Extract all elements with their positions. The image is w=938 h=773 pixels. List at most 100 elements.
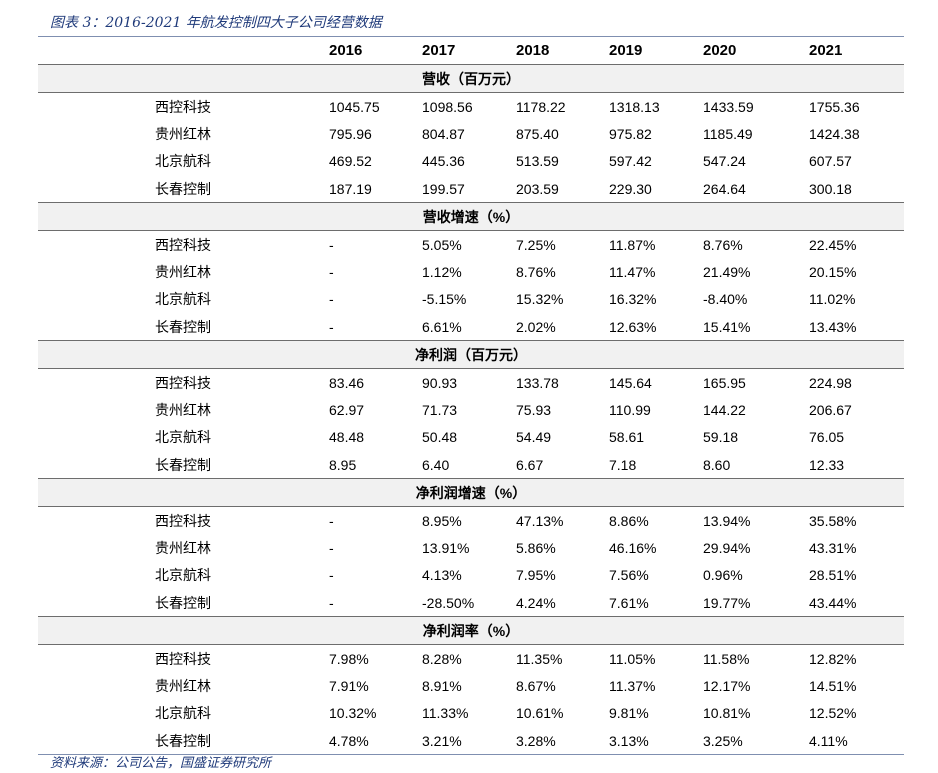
value-cell-2019: 11.87% [609, 236, 656, 253]
value-cell-2020: 59.18 [703, 429, 739, 446]
value-cell-2018: 15.32% [516, 291, 564, 308]
section-header-row: 净利润率（%） [38, 616, 904, 645]
value-cell-2018: 7.25% [516, 236, 556, 253]
value-cell-2020: 8.76% [703, 236, 743, 253]
value-cell-2020: 144.22 [703, 401, 746, 418]
figure-caption: 图表 3：2016-2021 年航发控制四大子公司经营数据 [50, 15, 382, 31]
value-cell-2016: 1045.75 [329, 98, 380, 115]
value-cell-2017: 6.40 [422, 456, 450, 473]
value-cell-2018: 11.35% [516, 650, 563, 667]
value-cell-2017: 3.21% [422, 732, 462, 749]
table-section: 净利润增速（%） 西控科技 - 8.95% 47.13% 8.86% 13.94% 35.58… [38, 478, 904, 617]
value-cell-2017: -28.50% [422, 594, 475, 611]
value-cell-2021: 206.67 [809, 401, 852, 418]
value-cell-2021: 1424.38 [809, 125, 860, 142]
company-name-cell: 贵州红林 [155, 677, 211, 694]
value-cell-2016: 469.52 [329, 153, 372, 170]
value-cell-2019: 7.56% [609, 567, 649, 584]
table-row: 贵州红林 - 1.12% 8.76% 11.47% 21.49% 20.15% [38, 258, 904, 286]
value-cell-2020: 10.81% [703, 705, 751, 722]
value-cell-2020: 547.24 [703, 153, 746, 170]
value-cell-2020: 12.17% [703, 677, 751, 694]
value-cell-2021: 11.02% [809, 291, 856, 308]
company-name-cell: 长春控制 [155, 456, 211, 473]
table-row: 贵州红林 7.91% 8.91% 8.67% 11.37% 12.17% 14.51% [38, 672, 904, 700]
value-cell-2017: 90.93 [422, 374, 458, 391]
value-cell-2018: 133.78 [516, 374, 559, 391]
company-name-cell: 北京航科 [155, 153, 211, 170]
value-cell-2018: 4.24% [516, 594, 556, 611]
value-cell-2016: 7.91% [329, 677, 369, 694]
value-cell-2021: 28.51% [809, 567, 857, 584]
value-cell-2019: 46.16% [609, 539, 657, 556]
table-section: 营收增速（%） 西控科技 - 5.05% 7.25% 11.87% 8.76% 22.45% 贵… [38, 202, 904, 341]
value-cell-2019: 3.13% [609, 732, 649, 749]
section-title: 营收（百万元） [422, 70, 520, 87]
value-cell-2016: - [329, 236, 334, 253]
section-header-row: 营收（百万元） [38, 64, 904, 93]
financial-data-table: 2016 2017 2018 2019 2020 2021 营收（百万元） 西控科… [38, 36, 904, 755]
value-cell-2016: - [329, 291, 334, 308]
value-cell-2016: 83.46 [329, 374, 365, 391]
value-cell-2020: 8.60 [703, 456, 731, 473]
value-cell-2018: 54.49 [516, 429, 552, 446]
value-cell-2017: 804.87 [422, 125, 465, 142]
value-cell-2020: 15.41% [703, 318, 751, 335]
value-cell-2021: 43.31% [809, 539, 857, 556]
value-cell-2017: 5.05% [422, 236, 462, 253]
company-name-cell: 贵州红林 [155, 125, 211, 142]
value-cell-2020: 13.94% [703, 512, 751, 529]
table-row: 贵州红林 - 13.91% 5.86% 46.16% 29.94% 43.31% [38, 534, 904, 562]
value-cell-2018: 75.93 [516, 401, 552, 418]
value-cell-2019: 145.64 [609, 374, 652, 391]
table-section: 净利润（百万元） 西控科技 83.46 90.93 133.78 145.64 165.95… [38, 340, 904, 479]
value-cell-2017: 50.48 [422, 429, 458, 446]
value-cell-2020: 11.58% [703, 650, 750, 667]
company-name-cell: 北京航科 [155, 291, 211, 308]
value-cell-2017: 1098.56 [422, 98, 473, 115]
table-row: 西控科技 7.98% 8.28% 11.35% 11.05% 11.58% 12.82% [38, 645, 904, 673]
value-cell-2019: 11.05% [609, 650, 656, 667]
value-cell-2018: 203.59 [516, 180, 559, 197]
value-cell-2018: 1178.22 [516, 98, 566, 115]
company-name-cell: 西控科技 [155, 512, 211, 529]
value-cell-2017: 6.61% [422, 318, 462, 335]
value-cell-2020: 19.77% [703, 594, 751, 611]
value-cell-2018: 47.13% [516, 512, 564, 529]
table-row: 北京航科 48.48 50.48 54.49 58.61 59.18 76.05 [38, 424, 904, 452]
value-cell-2016: 62.97 [329, 401, 365, 418]
table-row: 北京航科 - 4.13% 7.95% 7.56% 0.96% 28.51% [38, 562, 904, 590]
value-cell-2016: 8.95 [329, 456, 357, 473]
value-cell-2017: 445.36 [422, 153, 465, 170]
company-name-cell: 长春控制 [155, 732, 211, 749]
value-cell-2019: 229.30 [609, 180, 652, 197]
year-header-2019: 2019 [609, 42, 643, 59]
company-name-cell: 西控科技 [155, 650, 211, 667]
value-cell-2021: 13.43% [809, 318, 857, 335]
value-cell-2020: 21.49% [703, 263, 751, 280]
value-cell-2018: 875.40 [516, 125, 559, 142]
value-cell-2017: 8.28% [422, 650, 462, 667]
value-cell-2020: -8.40% [703, 291, 748, 308]
year-header-row: 2016 2017 2018 2019 2020 2021 [38, 36, 904, 65]
section-title: 净利润率（%） [422, 622, 520, 639]
table-row: 西控科技 - 5.05% 7.25% 11.87% 8.76% 22.45% [38, 231, 904, 259]
value-cell-2020: 1185.49 [703, 125, 753, 142]
table-row: 西控科技 83.46 90.93 133.78 145.64 165.95 224.98 [38, 369, 904, 397]
value-cell-2017: 8.91% [422, 677, 462, 694]
value-cell-2018: 10.61% [516, 705, 564, 722]
company-name-cell: 北京航科 [155, 429, 211, 446]
value-cell-2018: 8.76% [516, 263, 556, 280]
value-cell-2021: 4.11% [809, 732, 848, 749]
year-header-2018: 2018 [516, 42, 550, 59]
company-name-cell: 西控科技 [155, 236, 211, 253]
value-cell-2019: 597.42 [609, 153, 652, 170]
value-cell-2019: 58.61 [609, 429, 645, 446]
value-cell-2021: 43.44% [809, 594, 857, 611]
value-cell-2016: - [329, 512, 334, 529]
company-name-cell: 北京航科 [155, 705, 211, 722]
value-cell-2016: 48.48 [329, 429, 365, 446]
company-name-cell: 贵州红林 [155, 539, 211, 556]
value-cell-2021: 76.05 [809, 429, 845, 446]
value-cell-2018: 513.59 [516, 153, 559, 170]
